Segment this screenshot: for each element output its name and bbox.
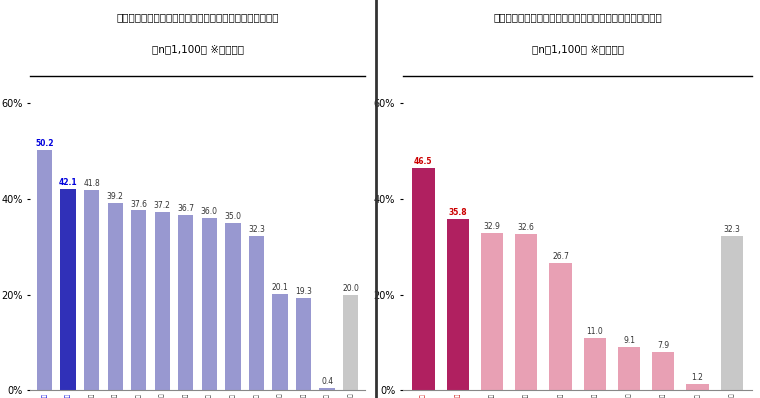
Text: 37.2: 37.2 <box>154 201 171 211</box>
Text: 46.5: 46.5 <box>414 157 432 166</box>
Bar <box>319 388 334 390</box>
Text: ＜図１＞【小中高の学校が再開されて大変だと思うこと】: ＜図１＞【小中高の学校が再開されて大変だと思うこと】 <box>116 12 279 22</box>
Bar <box>412 168 435 390</box>
Text: 32.6: 32.6 <box>518 223 534 232</box>
Text: 36.7: 36.7 <box>177 204 195 213</box>
Text: （n＝1,100） ※複数回答: （n＝1,100） ※複数回答 <box>531 44 624 54</box>
Text: 7.9: 7.9 <box>657 341 670 350</box>
Bar <box>447 219 469 390</box>
Text: 9.1: 9.1 <box>623 336 635 345</box>
Text: 42.1: 42.1 <box>59 178 78 187</box>
Text: 20.0: 20.0 <box>342 284 359 293</box>
Text: 26.7: 26.7 <box>552 252 569 261</box>
Bar <box>84 190 100 390</box>
Text: 1.2: 1.2 <box>692 373 704 382</box>
Bar <box>201 218 217 390</box>
Bar <box>720 236 743 390</box>
Bar <box>131 211 147 390</box>
Text: 32.3: 32.3 <box>248 225 265 234</box>
Text: ＜図２＞【小中高の学校が再開されてよかったと思うこと】: ＜図２＞【小中高の学校が再開されてよかったと思うこと】 <box>493 12 662 22</box>
Text: 19.3: 19.3 <box>295 287 312 296</box>
Bar <box>584 338 606 390</box>
Bar <box>296 298 312 390</box>
Text: 50.2: 50.2 <box>35 139 54 148</box>
Bar <box>515 234 537 390</box>
Bar <box>481 233 503 390</box>
Text: 41.8: 41.8 <box>84 179 100 189</box>
Text: （n＝1,100） ※複数回答: （n＝1,100） ※複数回答 <box>151 44 244 54</box>
Bar <box>249 236 264 390</box>
Bar <box>686 384 708 390</box>
Bar <box>107 203 123 390</box>
Bar <box>37 150 52 390</box>
Bar <box>343 295 358 390</box>
Text: 11.0: 11.0 <box>587 327 603 336</box>
Text: 32.3: 32.3 <box>724 225 740 234</box>
Text: 39.2: 39.2 <box>106 192 124 201</box>
Bar <box>178 215 194 390</box>
Bar <box>652 352 674 390</box>
Text: 36.0: 36.0 <box>201 207 218 216</box>
Bar <box>154 213 170 390</box>
Text: 0.4: 0.4 <box>321 377 333 386</box>
Text: 32.9: 32.9 <box>483 222 500 231</box>
Text: 20.1: 20.1 <box>271 283 288 292</box>
Bar <box>549 263 572 390</box>
Bar <box>225 223 241 390</box>
Bar <box>618 347 640 390</box>
Text: 37.6: 37.6 <box>130 199 147 209</box>
Text: 35.8: 35.8 <box>448 208 467 217</box>
Bar <box>272 294 288 390</box>
Bar <box>61 189 76 390</box>
Text: 35.0: 35.0 <box>224 212 242 221</box>
